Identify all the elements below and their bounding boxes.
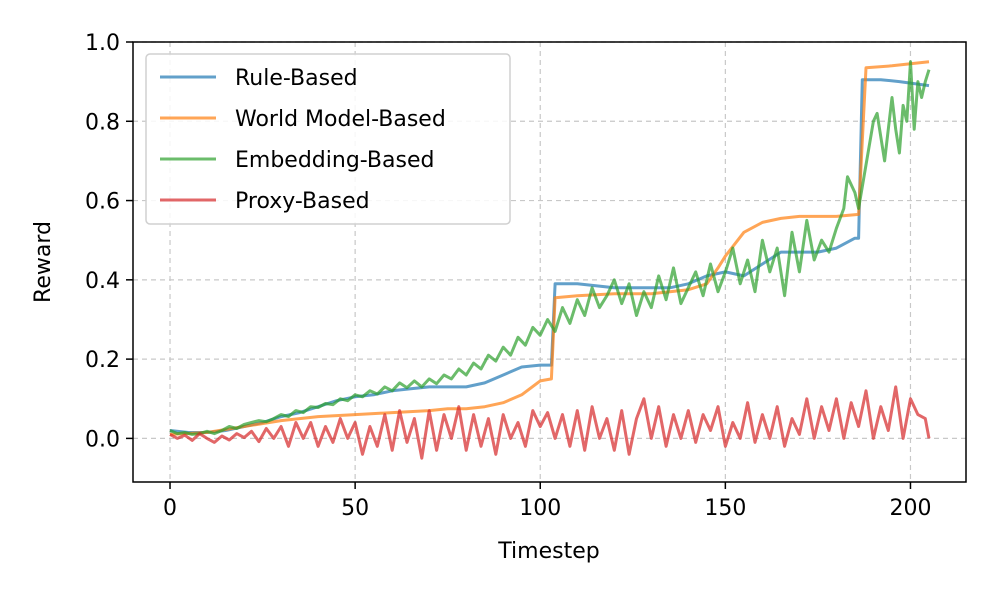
y-tick-label: 0.2 xyxy=(85,348,120,373)
x-axis-title: Timestep xyxy=(497,539,599,564)
y-axis-title: Reward xyxy=(31,221,56,303)
x-tick-label: 0 xyxy=(163,496,177,521)
legend: Rule-Based World Model-Based Embedding-Bas… xyxy=(145,53,511,225)
legend-label-embedding-based: Embedding-Based xyxy=(235,148,434,173)
y-tick-label: 0.4 xyxy=(85,269,120,294)
plot-frame xyxy=(132,41,967,483)
y-tick-label: 0.0 xyxy=(85,427,120,452)
series-line-proxy-based xyxy=(169,385,931,460)
x-tick-label: 200 xyxy=(889,496,931,521)
series-line-world-model-based xyxy=(169,60,930,436)
plot-lines xyxy=(169,60,931,460)
legend-label-world-model-based: World Model-Based xyxy=(235,107,446,132)
y-tick-label: 0.6 xyxy=(85,190,120,215)
y-tick-label: 1.0 xyxy=(85,31,120,56)
legend-label-rule-based: Rule-Based xyxy=(235,66,358,91)
legend-label-proxy-based: Proxy-Based xyxy=(235,189,370,214)
series-line-embedding-based xyxy=(169,60,931,436)
x-tick-label: 100 xyxy=(519,496,561,521)
x-tick-label: 150 xyxy=(704,496,746,521)
y-axis: 0.0 0.2 0.4 0.6 0.8 1.0 xyxy=(85,31,133,452)
y-tick-label: 0.8 xyxy=(85,110,120,135)
legend-box xyxy=(145,53,511,225)
x-tick-label: 50 xyxy=(341,496,369,521)
x-axis: 0 50 100 150 200 xyxy=(163,482,931,521)
